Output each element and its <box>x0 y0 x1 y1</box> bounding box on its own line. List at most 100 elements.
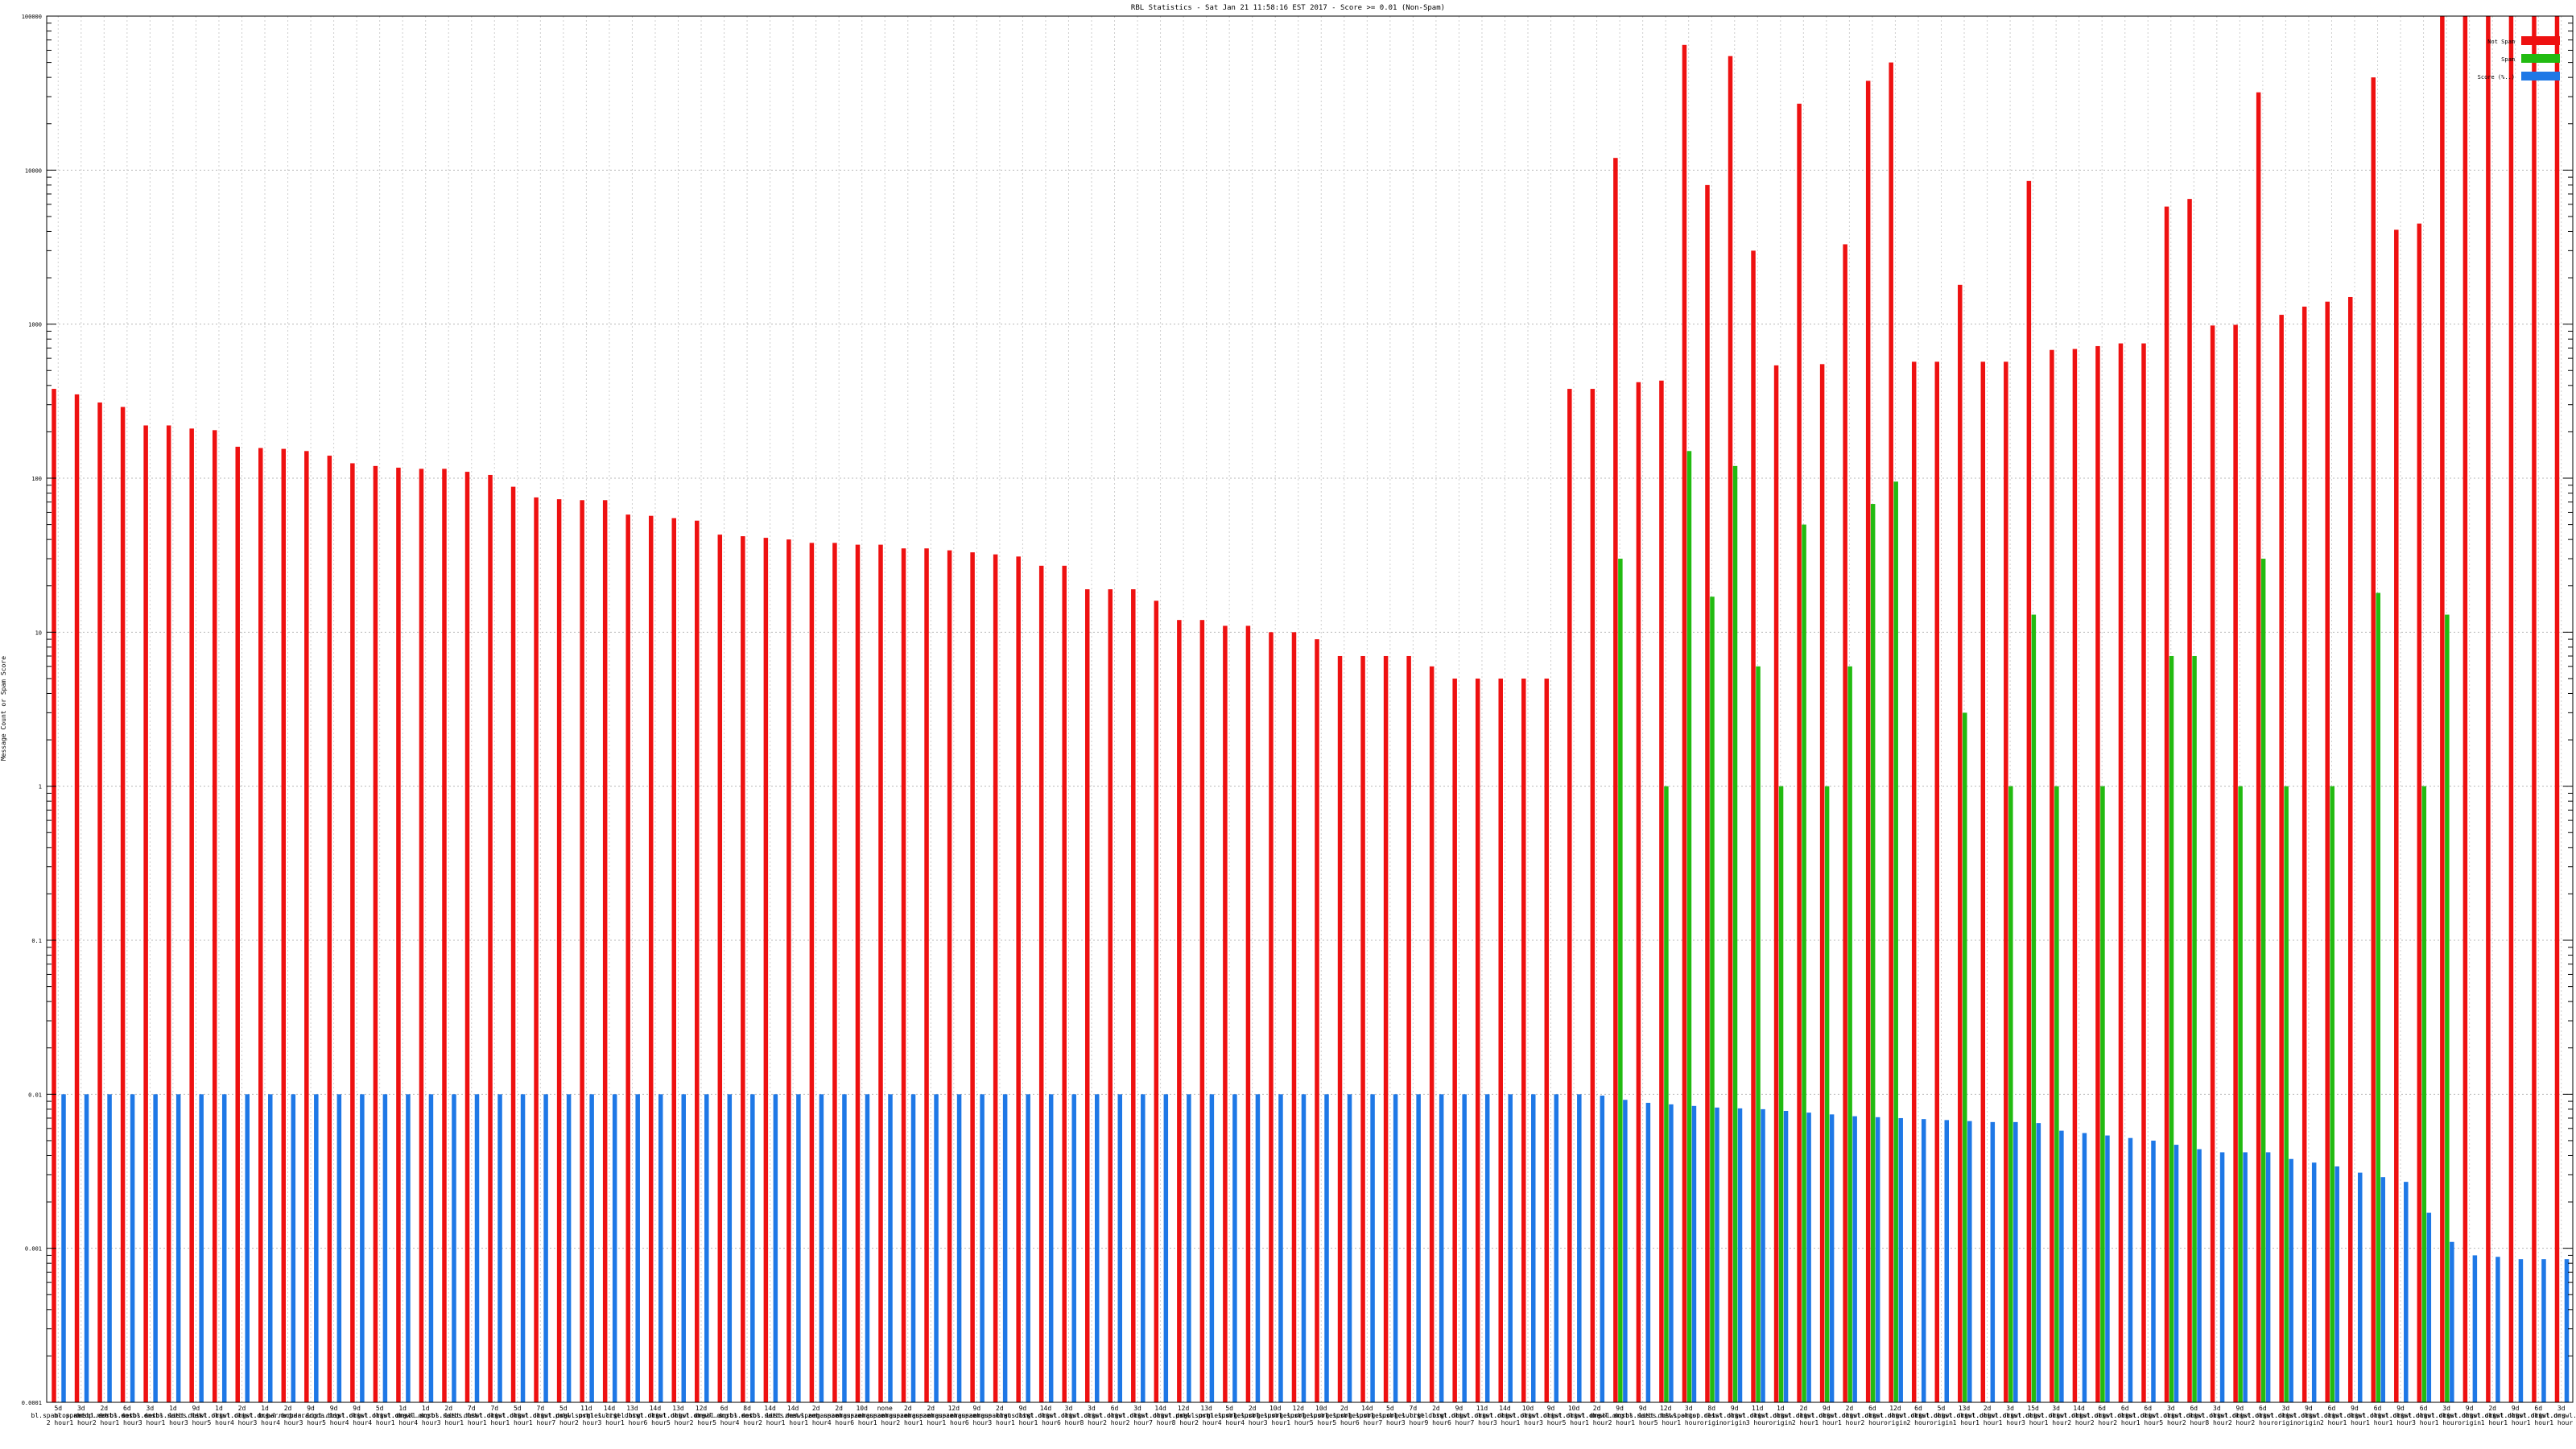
x-category-label-line: list.dnswl.org <box>1088 1412 1142 1419</box>
bar-not-spam <box>2508 16 2514 1402</box>
bar-spam <box>1664 786 1669 1402</box>
x-category-label: 13d list.dnswl.org 5 hour <box>651 1405 706 1426</box>
bar-not-spam <box>1865 80 1871 1403</box>
x-category-label-line: 1 hour <box>873 1419 897 1426</box>
x-category-label: 12d list.dnswl.org 8 hour <box>1156 1405 1211 1426</box>
bar-not-spam <box>2347 296 2353 1402</box>
x-category-label-line: 2 hour <box>1860 1419 1884 1426</box>
bar-score- <box>2404 1182 2409 1402</box>
x-category-label: 6d list.dnswl.org 2 hour <box>2235 1405 2290 1426</box>
x-category-label-line: 2 hour <box>758 1419 782 1426</box>
bar-score- <box>2380 1177 2386 1402</box>
bar-score- <box>1761 1108 1765 1402</box>
x-category-label-line: bl.spamcop.net <box>54 1412 109 1419</box>
x-category-label: 11d psbl.surriel.org 2 hour <box>555 1405 617 1426</box>
x-category-label: 13d psbl.surriel.org 2 hour <box>1175 1405 1237 1426</box>
x-category-label-line: 14d <box>650 1405 662 1412</box>
bar-not-spam <box>2141 343 2146 1402</box>
x-category-label-line: 12d <box>1660 1405 1672 1412</box>
x-category-label: 14d psbl.surriel.org 6 hour <box>1336 1405 1398 1426</box>
bar-not-spam <box>695 520 700 1403</box>
x-category-label-line: list.dnswl.org <box>1156 1412 1211 1419</box>
x-category-label-line: list.dnswl.org <box>1868 1412 1923 1419</box>
x-category-label-line: 1 hour <box>460 1419 483 1426</box>
x-category-label: 9d list.dnswl.org 2 hour <box>2213 1405 2268 1426</box>
y-tick-label: 10000 <box>25 167 42 174</box>
bar-score- <box>1577 1094 1582 1402</box>
bar-not-spam <box>625 514 630 1402</box>
legend-label: Not Spam <box>2487 39 2515 45</box>
x-category-label-line: 14d <box>764 1405 776 1412</box>
x-category-label-line: 1d <box>1777 1405 1785 1412</box>
x-category-label-line: 4 hour <box>414 1419 437 1426</box>
bar-score- <box>842 1094 847 1402</box>
x-category-label-line: 7d <box>468 1405 476 1412</box>
bar-not-spam <box>235 446 240 1402</box>
bar-spam <box>1778 786 1784 1402</box>
bar-score- <box>1141 1094 1146 1402</box>
bar-score- <box>130 1094 135 1402</box>
bar-not-spam <box>212 430 217 1402</box>
bar-not-spam <box>832 543 837 1403</box>
bar-not-spam <box>671 518 676 1402</box>
bar-not-spam <box>2233 324 2238 1402</box>
x-category-label-line: zen.spamhaus.org <box>785 1412 847 1419</box>
bar-not-spam <box>304 451 309 1402</box>
x-category-label-line: 12d <box>696 1405 708 1412</box>
x-category-label-line: list.dnswl.org <box>2213 1412 2268 1419</box>
x-category-label-line: 3 hour <box>2412 1419 2435 1426</box>
bar-not-spam <box>74 394 80 1403</box>
x-category-label-line: 2d <box>1432 1405 1440 1412</box>
bar-spam <box>2192 655 2197 1402</box>
x-category-label-line: 14d <box>1361 1405 1373 1412</box>
bar-score- <box>2518 1259 2524 1402</box>
x-category-label-line: 3 hour <box>254 1419 277 1426</box>
x-category-label-line: 10d <box>1269 1405 1282 1412</box>
x-category-label: 7d list.dnswl.org 1 hour <box>468 1405 522 1426</box>
x-category-label-line: 7 hour <box>1471 1419 1494 1426</box>
bar-not-spam <box>901 548 906 1402</box>
x-category-label-line: 2d <box>812 1405 820 1412</box>
bar-score- <box>2105 1135 2110 1402</box>
bar-not-spam <box>488 474 493 1402</box>
bar-not-spam <box>442 469 447 1402</box>
bar-score- <box>796 1094 801 1402</box>
bar-not-spam <box>1705 184 1710 1402</box>
x-category-label-line: list.dnswl.org <box>2327 1412 2382 1419</box>
x-category-label: 3d list.dnswl.org 6 hour <box>1042 1405 1096 1426</box>
bar-score- <box>1026 1094 1030 1402</box>
x-category-label-line: list.dnswl.org <box>1914 1412 1969 1419</box>
bar-score- <box>1852 1116 1857 1402</box>
x-category-label-line: list.dnswl.org <box>766 1412 820 1419</box>
x-category-label-line: 3 hour <box>1402 1419 1425 1426</box>
x-category-label-line: 9d <box>1455 1405 1463 1412</box>
x-category-label-line: 4 hour <box>828 1419 851 1426</box>
x-category-label: 6d list.dnswl.org 2 hour <box>1845 1405 1900 1426</box>
bar-score- <box>175 1094 181 1402</box>
x-category-label-line: dnsbl.sorbs.net <box>741 1412 799 1419</box>
bar-score- <box>268 1094 273 1402</box>
legend: Not Spam Spam Score (%..) <box>2478 36 2560 80</box>
bar-score- <box>336 1094 342 1402</box>
x-category-label-line: 3d <box>2557 1405 2566 1412</box>
x-category-label-line: dnsbl.sorbs.net <box>121 1412 179 1419</box>
bar-score- <box>199 1094 204 1402</box>
bar-score- <box>1370 1094 1375 1402</box>
x-category-label-line: list.dnswl.org <box>353 1412 407 1419</box>
axes <box>46 15 2574 1403</box>
x-category-label: 5d list.dnswl.org origin <box>1914 1405 1969 1426</box>
x-category-label-line: 1 hour <box>942 1419 965 1426</box>
x-category-label: 6d dnsbl.sorbs.net 1 hour <box>98 1405 156 1426</box>
x-category-label-line: 15d <box>2027 1405 2039 1412</box>
x-category-label: 2d dnsbl.sorbs.net 2 hour <box>75 1405 133 1426</box>
bar-score- <box>1301 1094 1307 1402</box>
bar-score- <box>1669 1104 1674 1402</box>
bar-score- <box>1829 1114 1835 1402</box>
x-category-label-line: 1 hour <box>621 1419 644 1426</box>
bar-score- <box>589 1094 594 1402</box>
x-category-label-line: list.dnswl.org <box>307 1412 361 1419</box>
bar-score- <box>2357 1172 2363 1402</box>
x-category-label: 14d dnsbl.sorbs.net 2 hour <box>741 1405 799 1426</box>
bar-spam <box>2031 614 2037 1402</box>
x-category-label-line: b.barracuda.org <box>258 1412 316 1419</box>
